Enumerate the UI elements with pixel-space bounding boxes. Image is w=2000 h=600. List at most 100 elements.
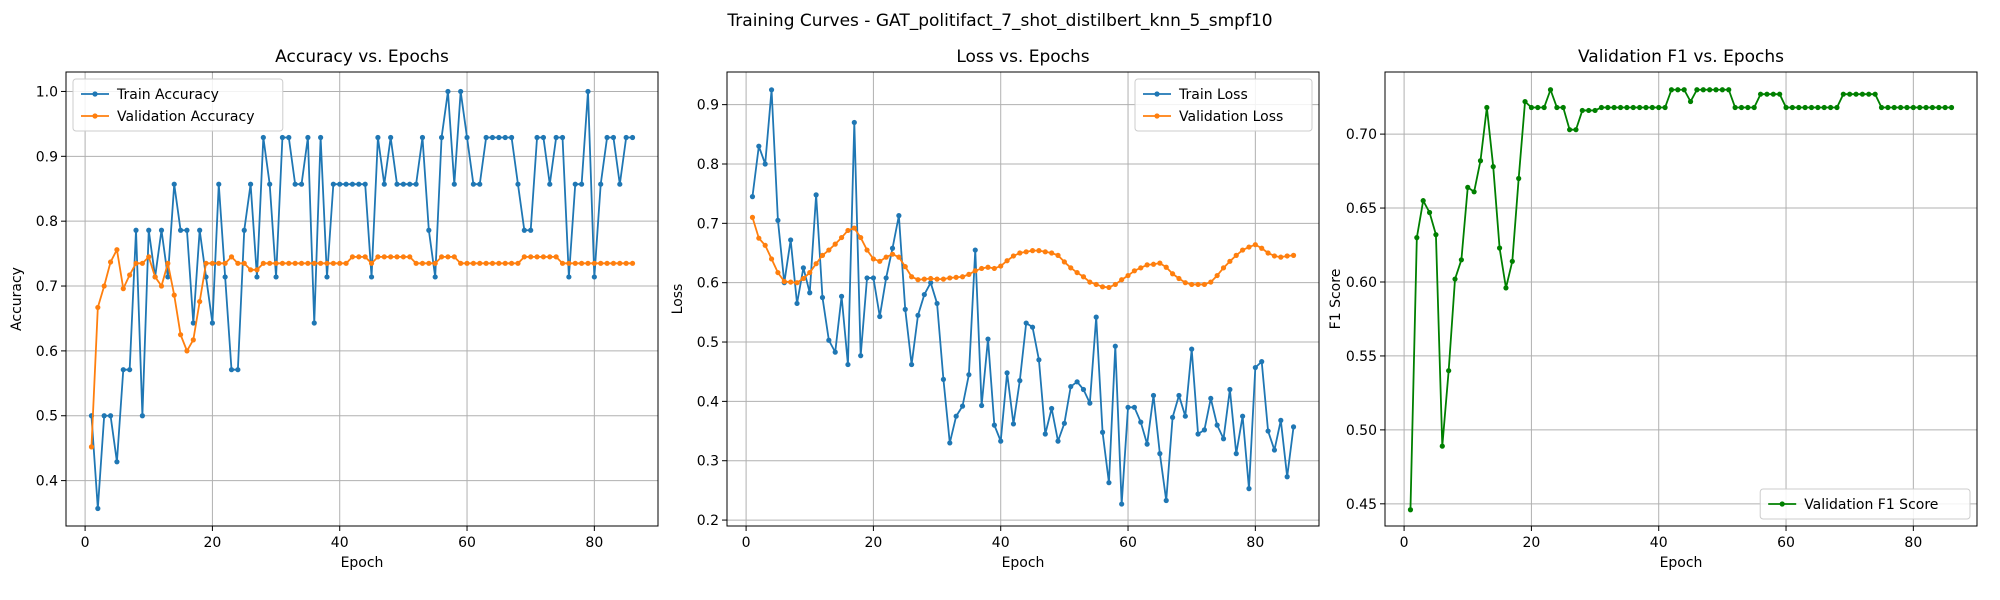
accuracy-data-point [362,181,368,187]
accuracy-data-point [489,260,496,266]
f1-data-point [1923,104,1929,111]
loss-data-point [940,276,947,282]
loss-data-point [870,275,877,281]
accuracy-data-point [158,227,165,233]
accuracy-data-point [228,254,235,260]
loss-data-point [947,440,953,446]
accuracy-data-point [617,260,623,266]
accuracy-data-point [165,260,171,266]
f1-data-point [1414,235,1420,241]
loss-series-0 [749,87,1297,507]
accuracy-data-point [235,260,241,266]
loss-data-point [1080,386,1087,393]
accuracy-data-point [368,260,375,266]
accuracy-panel: 0 20 40 60 80 0.4 0.5 0.6 0.7 0.8 0.9 1.0 Accuracy v… [9,47,659,571]
accuracy-data-point [101,283,107,289]
loss-data-point [768,256,775,262]
loss-x-axis-label: Epoch [1002,555,1045,571]
loss-data-point [813,261,819,267]
f1-data-point [1567,127,1573,133]
loss-data-point [807,290,813,296]
accuracy-legend: Train Accuracy Validation Accuracy [72,78,284,132]
loss-data-point [1138,265,1144,271]
loss-data-point [819,252,826,258]
f1-data-point [1808,104,1815,111]
loss-data-point [1087,400,1093,406]
f1-y-tick-label: 0.70 [1346,127,1377,143]
loss-data-point [877,258,883,264]
accuracy-data-point [203,260,209,266]
loss-data-point [1061,420,1067,426]
f1-data-point [1707,87,1713,93]
loss-data-point [1169,414,1176,420]
accuracy-data-point [311,320,317,326]
loss-data-point [1265,250,1271,256]
accuracy-data-point [553,134,559,141]
accuracy-data-point [260,260,266,266]
loss-data-point [928,275,934,282]
accuracy-data-point [248,181,254,187]
loss-data-point [1195,281,1201,288]
loss-data-point [1042,249,1048,255]
loss-data-point [991,265,997,272]
accuracy-data-point [177,332,184,338]
accuracy-series-1 [88,247,636,450]
loss-data-point [813,192,819,198]
loss-data-point [1055,252,1061,258]
accuracy-data-point [177,227,184,233]
accuracy-legend-box [72,78,284,132]
f1-data-point [1840,91,1846,97]
accuracy-data-point [388,134,394,141]
accuracy-data-point [375,254,381,260]
accuracy-data-point [318,260,324,266]
f1-data-point [1458,257,1464,263]
accuracy-data-point [445,88,451,95]
accuracy-data-point [209,260,216,266]
loss-data-point [845,361,851,368]
f1-y-tick-label: 0.65 [1346,201,1377,217]
f1-data-point [1738,104,1745,111]
accuracy-data-point [279,134,286,141]
f1-data-point [1554,104,1560,111]
accuracy-data-point [184,348,190,354]
loss-x-tick-label: 80 [1246,535,1264,551]
accuracy-y-axis-label: Accuracy [9,267,25,331]
f1-data-point [1777,91,1783,97]
accuracy-data-point [585,260,591,266]
accuracy-data-point [349,181,356,187]
f1-x-tick-label: 0 [1400,535,1409,551]
f1-y-tick-label: 0.45 [1346,497,1377,513]
accuracy-data-point [477,260,483,266]
accuracy-data-point [528,227,534,233]
accuracy-data-point [184,227,190,233]
f1-data-point [1592,107,1598,114]
accuracy-x-tick-label: 20 [203,535,221,551]
loss-data-point [877,313,883,320]
accuracy-data-point [235,367,241,373]
accuracy-data-point [400,181,406,187]
accuracy-data-point [241,227,247,233]
accuracy-y-tick-label: 0.6 [36,344,58,360]
loss-data-point [1278,417,1284,423]
f1-data-point [1719,87,1725,93]
loss-data-point [1112,281,1118,288]
f1-x-tick-label: 40 [1650,535,1668,551]
accuracy-data-point [610,260,617,266]
accuracy-data-point [298,181,305,187]
loss-legend-label: Train Loss [1178,87,1248,103]
loss-data-point [1252,242,1258,248]
accuracy-data-point [158,283,165,289]
f1-data-point [1866,91,1872,97]
f1-data-point [1885,104,1891,111]
loss-data-point [1182,413,1188,419]
loss-data-point [896,213,902,219]
loss-data-point [934,276,940,282]
f1-data-point [1745,104,1751,111]
f1-data-point [1656,104,1662,111]
f1-data-point [1624,104,1630,111]
loss-data-point [1278,254,1284,260]
accuracy-data-point [197,227,203,233]
loss-data-point [1017,378,1023,384]
loss-data-point [985,264,991,270]
accuracy-y-tick-label: 0.4 [36,474,58,490]
